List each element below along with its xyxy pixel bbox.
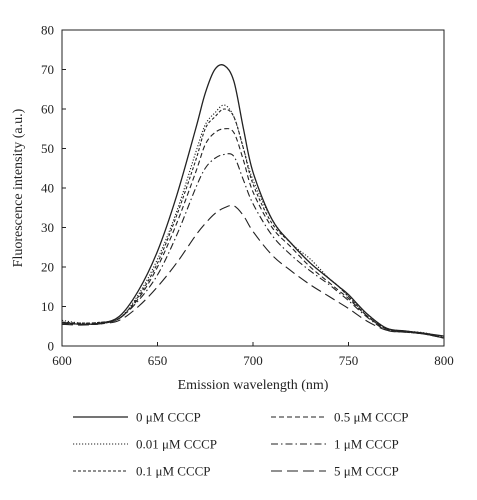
series-line-6 bbox=[61, 204, 445, 339]
legend-label-6: 5 μM CCCP bbox=[334, 464, 399, 479]
x-tick-label: 750 bbox=[339, 353, 359, 368]
series-line-5 bbox=[61, 153, 445, 339]
y-tick-label: 70 bbox=[41, 62, 54, 77]
y-tick-label: 40 bbox=[41, 181, 54, 196]
x-tick-label: 800 bbox=[434, 353, 454, 368]
legend-label-1: 0 μM CCCP bbox=[136, 410, 201, 425]
legend: 0 μM CCCP 0.01 μM CCCP 0.1 μM CCCP 0.5 μM C… bbox=[73, 410, 409, 479]
y-tick-label: 50 bbox=[41, 141, 54, 156]
y-tick-label: 20 bbox=[41, 260, 54, 275]
y-tick-label: 0 bbox=[48, 339, 55, 354]
series-line-2 bbox=[61, 104, 445, 338]
x-axis-title: Emission wavelength (nm) bbox=[178, 378, 329, 393]
series-line-3 bbox=[61, 108, 445, 339]
series-line-4 bbox=[61, 128, 445, 339]
legend-label-4: 0.5 μM CCCP bbox=[334, 410, 409, 425]
x-tick-label: 600 bbox=[52, 353, 72, 368]
y-axis-title: Fluorescence intensity (a.u.) bbox=[11, 108, 26, 267]
legend-label-2: 0.01 μM CCCP bbox=[136, 437, 217, 452]
legend-label-5: 1 μM CCCP bbox=[334, 437, 399, 452]
y-tick-label: 60 bbox=[41, 102, 54, 117]
y-tick-label: 80 bbox=[41, 23, 54, 38]
plot-frame bbox=[61, 29, 445, 347]
y-tick-label: 10 bbox=[41, 299, 54, 314]
y-tick-label: 30 bbox=[41, 220, 54, 235]
series-line-1 bbox=[61, 64, 445, 337]
x-tick-label: 700 bbox=[243, 353, 263, 368]
x-tick-label: 650 bbox=[148, 353, 168, 368]
legend-label-3: 0.1 μM CCCP bbox=[136, 464, 211, 479]
plot-area: 600 650 700 750 800 0 10 20 30 40 50 60 70 80 bbox=[41, 23, 454, 369]
